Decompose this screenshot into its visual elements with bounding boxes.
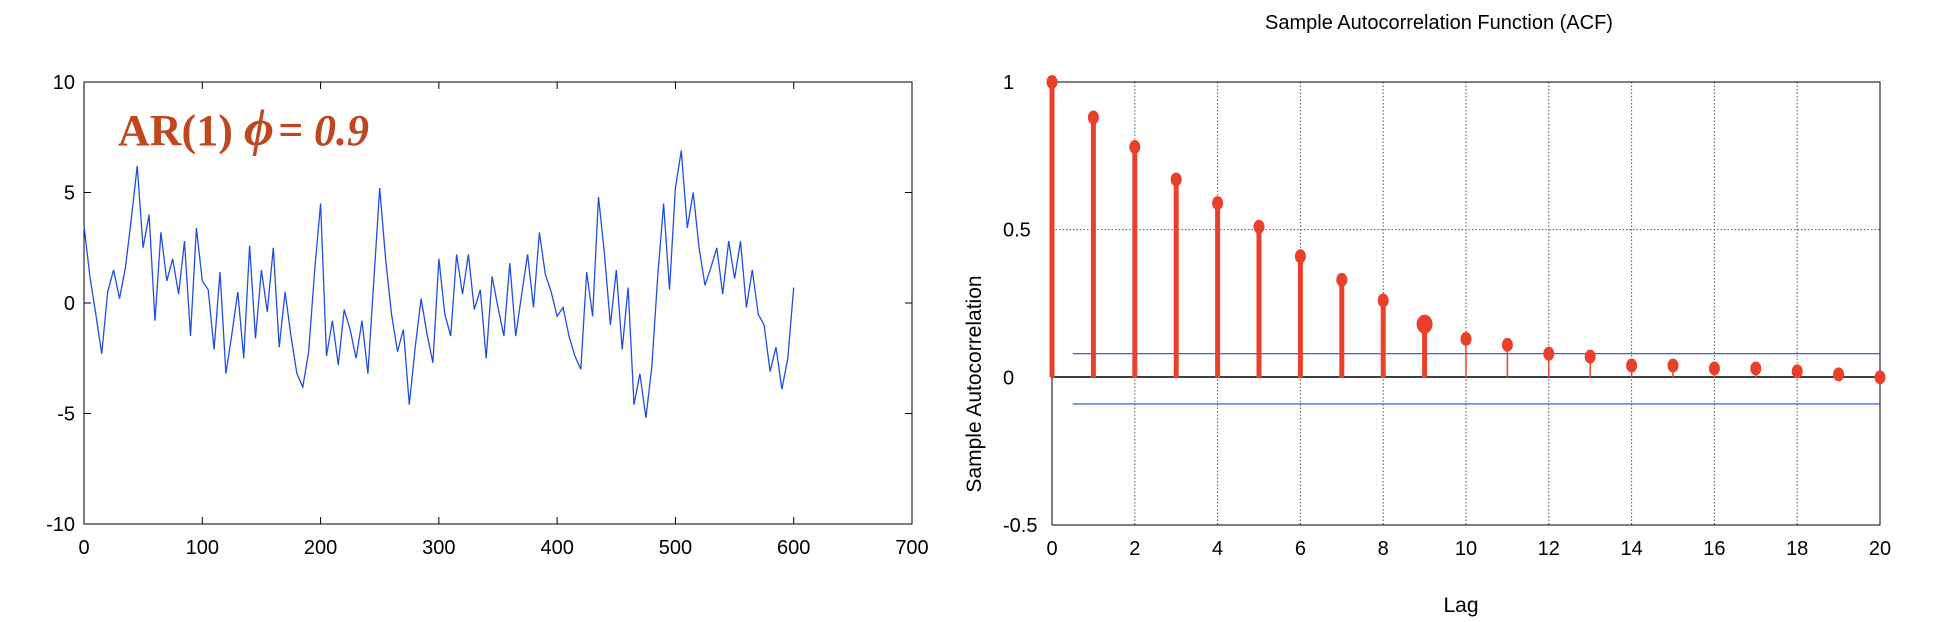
acf-marker [1501, 337, 1513, 352]
y-tick-label: 0 [1003, 367, 1014, 389]
acf-marker [1294, 249, 1306, 264]
acf-marker [1833, 367, 1845, 382]
x-tick-label: 2 [1129, 538, 1140, 560]
annotation-value: = 0.9 [278, 106, 369, 155]
annotation-prefix: AR(1) [118, 106, 244, 155]
x-tick-label: 18 [1786, 538, 1808, 560]
acf-marker [1336, 272, 1348, 287]
y-tick-label: 10 [53, 72, 75, 94]
x-tick-label: 16 [1703, 538, 1725, 560]
x-tick-label: 0 [78, 537, 89, 559]
acf-marker [1170, 172, 1182, 187]
x-axis-title: Lag [1443, 594, 1478, 617]
x-tick-label: 6 [1295, 538, 1306, 560]
acf-chart: Sample Autocorrelation Function (ACF) 0 2… [963, 12, 1891, 617]
acf-marker [1543, 346, 1555, 361]
acf-marker [1212, 196, 1224, 211]
phi-symbol: ϕ [244, 100, 274, 157]
acf-marker [1667, 358, 1679, 373]
x-tick-label: 4 [1212, 538, 1223, 560]
acf-marker [1791, 364, 1803, 379]
y-tick-label: -5 [57, 404, 75, 426]
y-axis-title: Sample Autocorrelation [963, 275, 986, 492]
x-tick-label: 20 [1869, 538, 1891, 560]
acf-marker [1460, 331, 1472, 346]
y-tick-label: -0.5 [1003, 515, 1037, 537]
acf-marker [1750, 361, 1762, 376]
y-tick-label: -10 [46, 514, 75, 536]
acf-marker [1626, 358, 1638, 373]
x-tick-label: 14 [1620, 538, 1642, 560]
acf-marker [1708, 361, 1720, 376]
y-tick-label: 1 [1003, 72, 1014, 94]
x-tick-label: 0 [1046, 538, 1057, 560]
x-tick-label: 400 [540, 537, 573, 559]
acf-marker [1253, 219, 1265, 234]
x-tick-label: 600 [777, 537, 810, 559]
ar1-time-series-chart: 0 100 200 300 400 500 600 700 -10 -5 0 5 10 AR(1) ϕ… [46, 72, 929, 559]
y-tick-label: 0 [64, 293, 75, 315]
acf-marker [1874, 370, 1886, 385]
acf-marker [1584, 349, 1596, 364]
x-tick-label: 300 [422, 537, 455, 559]
x-tick-label: 100 [186, 537, 219, 559]
y-tick-label: 0.5 [1003, 220, 1031, 242]
x-tick-label: 200 [304, 537, 337, 559]
x-tick-label: 8 [1378, 538, 1389, 560]
y-tick-label: 5 [64, 183, 75, 205]
series-line [83, 150, 795, 418]
acf-marker [1087, 110, 1099, 125]
x-tick-label: 12 [1538, 538, 1560, 560]
x-tick-label: 700 [895, 537, 928, 559]
acf-marker [1416, 314, 1433, 334]
acf-marker [1129, 139, 1141, 154]
x-tick-label: 10 [1455, 538, 1477, 560]
chart-title: Sample Autocorrelation Function (ACF) [1265, 12, 1613, 34]
acf-marker [1046, 75, 1058, 89]
x-tick-label: 500 [659, 537, 692, 559]
acf-marker [1377, 293, 1389, 308]
chart-annotation: AR(1) ϕ = 0.9 [118, 100, 369, 157]
